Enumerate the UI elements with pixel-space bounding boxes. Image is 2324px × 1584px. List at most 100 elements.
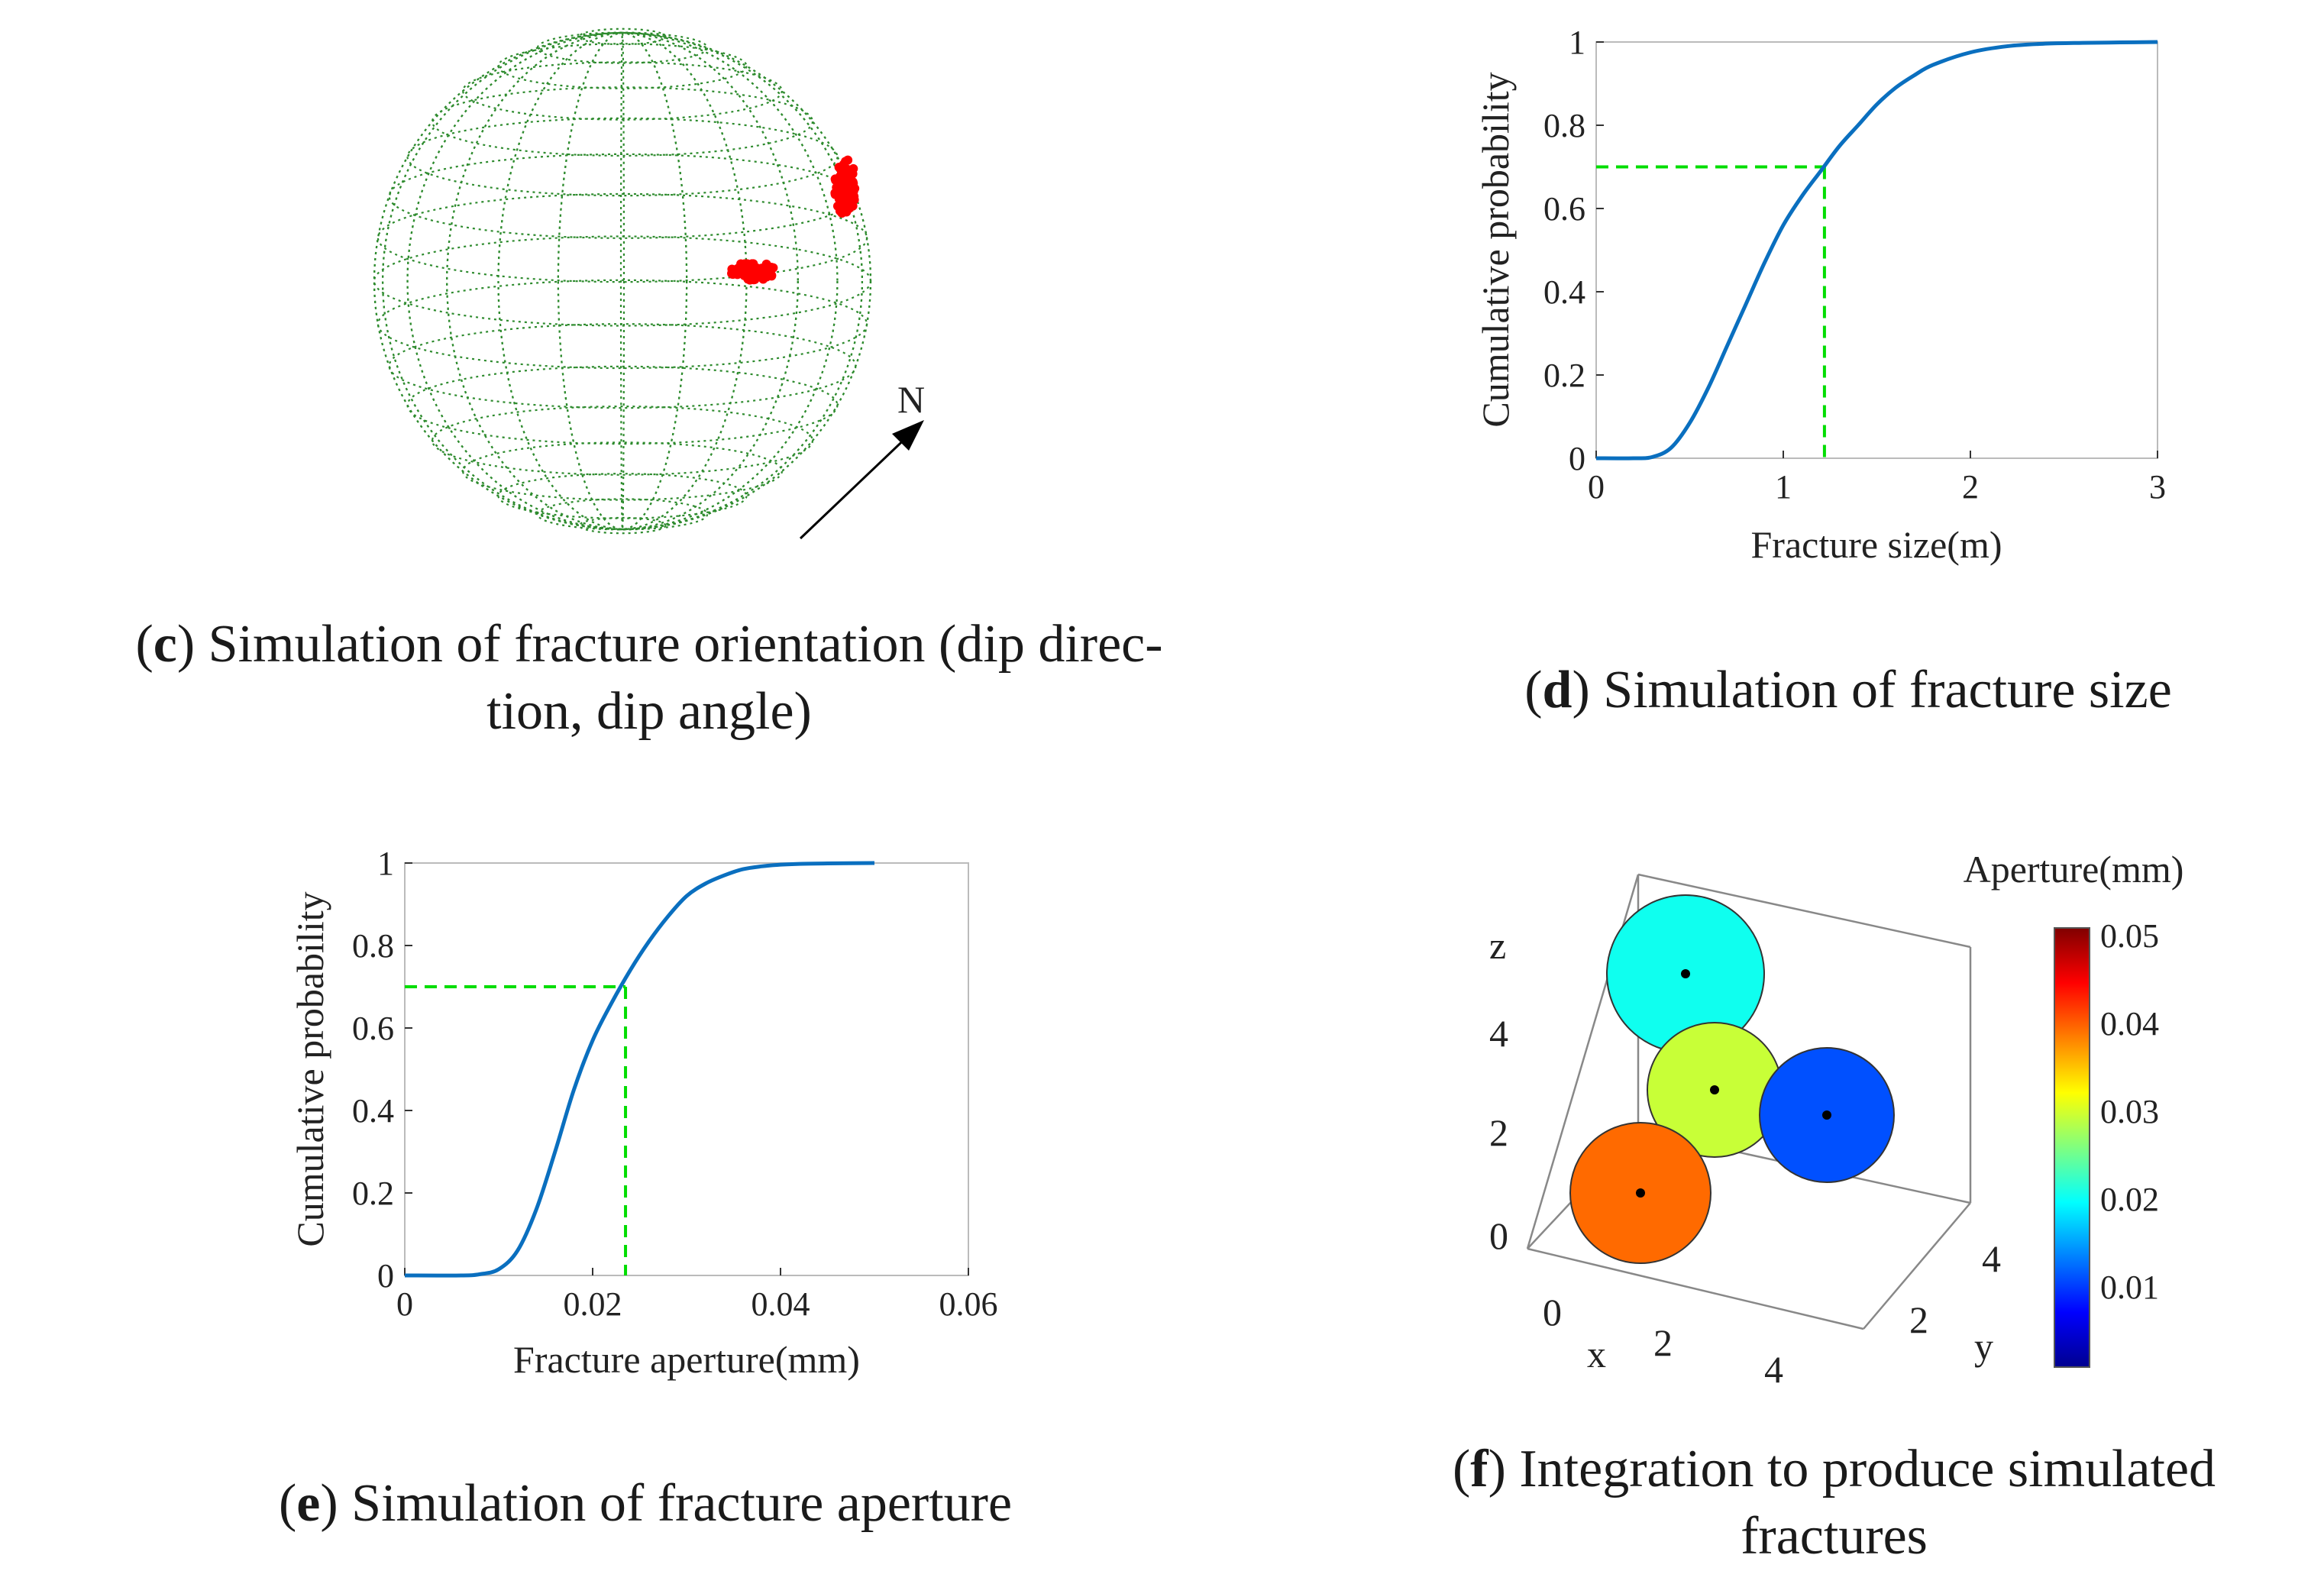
fracture-bottom-center xyxy=(1636,1188,1645,1198)
latitude-line xyxy=(388,153,857,239)
pole-point xyxy=(842,178,852,188)
pole-point xyxy=(752,263,762,273)
orientation-sphere xyxy=(373,27,872,535)
x-axis-label: x xyxy=(1587,1333,1606,1375)
x-tick-label: 3 xyxy=(2149,468,2166,506)
colorbar-tick-002: 0.02 xyxy=(2100,1181,2159,1218)
x-tick-label: 0 xyxy=(396,1285,413,1323)
caption-letter: d xyxy=(1542,661,1572,719)
latitude-line xyxy=(406,365,839,445)
caption-d: (d) Simulation of fracture size xyxy=(1524,661,2172,719)
caption-text: Simulation of fracture size xyxy=(1603,661,2172,719)
x-axis-label: Fracture aperture(mm) xyxy=(513,1338,860,1381)
x-tick-label: 0.04 xyxy=(752,1285,810,1323)
colorbar-tick-001: 0.01 xyxy=(2100,1269,2159,1306)
pole-point xyxy=(842,164,852,174)
z-tick-0: 0 xyxy=(1489,1214,1508,1257)
y-tick-label: 0.2 xyxy=(352,1175,394,1212)
pole-point xyxy=(845,189,855,199)
y-axis-label: Cumulative probability xyxy=(1474,72,1517,427)
latitude-line xyxy=(536,498,709,531)
z-axis-label: z xyxy=(1489,924,1506,967)
sphere-outline xyxy=(373,31,872,531)
latitude-line xyxy=(431,405,814,476)
meridian-line xyxy=(497,31,748,531)
meridian-line xyxy=(619,31,625,531)
plot-frame xyxy=(404,862,969,1276)
x-tick-label: 0.06 xyxy=(939,1285,998,1323)
caption-f: (f) Integration to produce simulated fra… xyxy=(1452,1440,2216,1566)
pole-point xyxy=(750,274,760,284)
x-tick-label: 2 xyxy=(1962,468,1979,506)
pole-point xyxy=(835,179,845,189)
meridian-line xyxy=(406,31,839,531)
meridian-line xyxy=(381,31,864,531)
y-tick-label: 0 xyxy=(1569,440,1585,477)
caption-text: Simulation of fracture aperture xyxy=(351,1474,1013,1533)
reference-lines xyxy=(1596,165,1826,458)
y-axis-label: Cumulative probability xyxy=(289,891,331,1246)
x-tick-0: 0 xyxy=(1543,1291,1562,1333)
y-axis-label: y xyxy=(1974,1325,1993,1368)
y-tick-label: 0 xyxy=(377,1257,394,1295)
caption-text-line1: Integration to produce simulated xyxy=(1519,1440,2216,1498)
y-tick-2: 2 xyxy=(1909,1298,1928,1341)
latitude-line xyxy=(461,61,784,121)
fracture-top-center xyxy=(1681,969,1690,978)
x-tick-label: 0 xyxy=(1588,468,1605,506)
fracture-3d-plot: z 4 2 0 0 2 4 x 2 4 y Aperture(mm) 0.05 … xyxy=(1489,848,2183,1391)
north-arrow-shaft xyxy=(799,430,914,540)
cdf-line xyxy=(404,861,875,1278)
meridian-line xyxy=(381,31,864,531)
x-tick-4: 4 xyxy=(1764,1348,1783,1391)
meridian-line xyxy=(446,31,799,531)
pole-point xyxy=(832,201,842,211)
pole-point xyxy=(835,172,845,182)
colorbar-tick-005: 0.05 xyxy=(2100,917,2159,955)
y-tick-4: 4 xyxy=(1982,1237,2001,1280)
axis-ticks: 0 0.2 0.4 0.6 0.8 1 0 0.02 0.04 0.06 xyxy=(352,845,998,1323)
pole-point xyxy=(842,205,852,215)
caption-text-line2: tion, dip angle) xyxy=(486,682,812,741)
x-tick-label: 0.02 xyxy=(564,1285,622,1323)
pole-point xyxy=(838,194,848,204)
latitude-line xyxy=(431,86,814,157)
caption-e: (e) Simulation of fracture aperture xyxy=(278,1474,1013,1533)
colorbar-tick-004: 0.04 xyxy=(2100,1005,2159,1043)
y-tick-label: 1 xyxy=(377,845,394,882)
y-tick-label: 0.8 xyxy=(352,927,394,965)
caption-letter: f xyxy=(1470,1440,1488,1498)
z-tick-4: 4 xyxy=(1489,1012,1508,1055)
fracture-right-center xyxy=(1822,1110,1831,1120)
north-arrow: N xyxy=(799,378,925,540)
colorbar xyxy=(2054,927,2090,1368)
meridian-line xyxy=(497,31,748,531)
caption-letter: c xyxy=(153,615,177,674)
pole-point xyxy=(727,264,737,274)
y-tick-label: 1 xyxy=(1569,24,1585,61)
fracture-middle-center xyxy=(1710,1085,1719,1094)
x-tick-2: 2 xyxy=(1653,1321,1673,1364)
y-tick-label: 0.6 xyxy=(1543,190,1585,228)
sphere-wireframe-grid xyxy=(373,27,872,535)
size-cdf-chart: 0 0.2 0.4 0.6 0.8 1 0 1 2 3 Fracture size(m) Cumu… xyxy=(1474,24,2166,566)
caption-c: (c) Simulation of fracture orientation (… xyxy=(135,615,1163,741)
y-tick-label: 0.4 xyxy=(1543,273,1585,311)
latitude-line xyxy=(406,117,839,197)
y-tick-label: 0.2 xyxy=(1543,357,1585,394)
caption-letter: e xyxy=(296,1474,321,1533)
caption-text-line2: fractures xyxy=(1741,1507,1928,1566)
north-arrow-head-icon xyxy=(892,420,924,451)
colorbar-tick-003: 0.03 xyxy=(2100,1093,2159,1130)
aperture-cdf-chart: 0 0.2 0.4 0.6 0.8 1 0 0.02 0.04 0.06 Fracture ape… xyxy=(289,845,998,1381)
axis-ticks: 0 0.2 0.4 0.6 0.8 1 0 1 2 3 xyxy=(1543,24,2166,506)
z-tick-2: 2 xyxy=(1489,1111,1508,1154)
pole-point xyxy=(736,259,746,269)
meridian-line xyxy=(406,31,839,531)
caption-text-line1: Simulation of fracture orientation (dip … xyxy=(208,615,1163,674)
latitude-line xyxy=(536,31,709,64)
colorbar-title: Aperture(mm) xyxy=(1964,848,2184,891)
y-tick-label: 0.4 xyxy=(352,1092,394,1130)
pole-points xyxy=(727,155,860,285)
